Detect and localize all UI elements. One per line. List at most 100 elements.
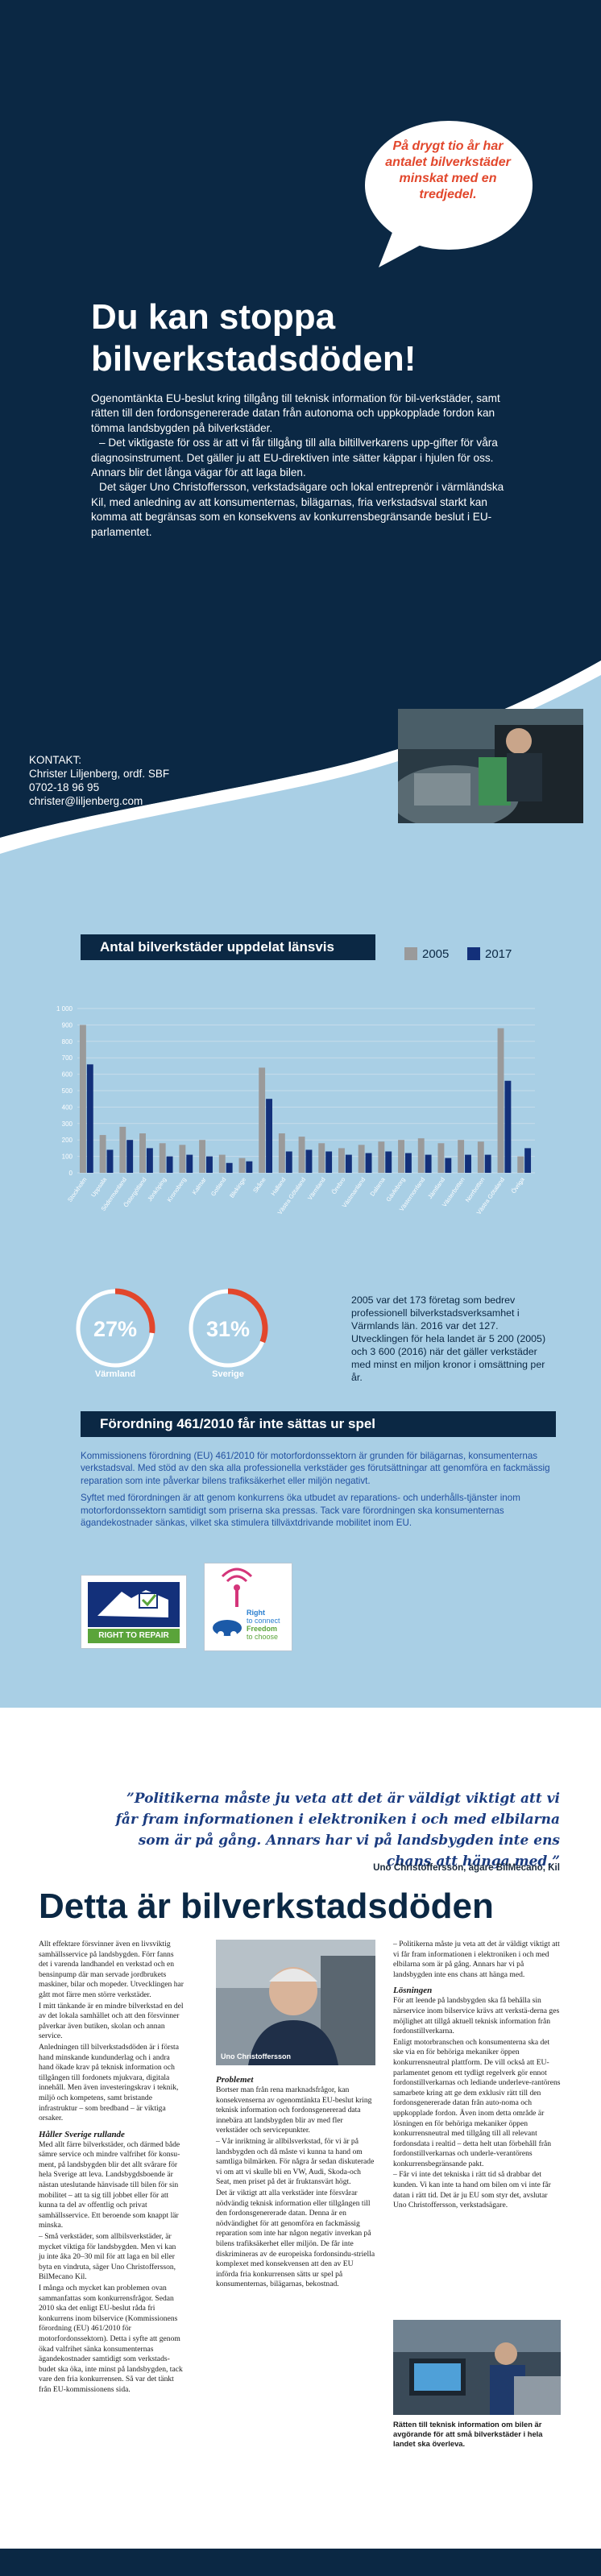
x-tick-label: Gotland xyxy=(209,1176,227,1198)
x-tick-label: Jönköping xyxy=(146,1176,168,1203)
uno-portrait-photo: Uno Christoffersson xyxy=(216,1940,375,2065)
bar-2017 xyxy=(146,1148,153,1173)
article-paragraph: – Små verkstäder, som allbilsverkstäder,… xyxy=(39,2232,176,2282)
y-tick-label: 100 xyxy=(62,1153,73,1161)
bar-2005 xyxy=(218,1154,226,1173)
chart-section-label: Antal bilverkstäder uppdelat länsvis xyxy=(81,934,375,960)
y-tick-label: 200 xyxy=(62,1137,73,1144)
bar-2005 xyxy=(458,1140,465,1173)
bar-2005 xyxy=(497,1028,504,1173)
x-tick-label: Jämtland xyxy=(426,1176,446,1200)
percent-label: Sverige xyxy=(212,1369,244,1379)
bubble-text: På drygt tio år har antalet bilverkstäde… xyxy=(385,139,511,201)
regulation-paragraph: Syftet med förordningen är att genom kon… xyxy=(81,1493,520,1529)
bar-2017 xyxy=(166,1156,173,1173)
x-tick-label: Kronoberg xyxy=(166,1176,188,1203)
x-tick-label: Gävleborg xyxy=(384,1176,406,1203)
legend-swatch xyxy=(404,947,417,960)
bar-2017 xyxy=(186,1154,193,1173)
bar-2005 xyxy=(179,1145,186,1173)
bar-2005 xyxy=(159,1143,166,1173)
stats-text: 2005 var det 173 företag som bedrev prof… xyxy=(351,1294,546,1383)
article-paragraph: – Vår inriktning är allbilsverkstad, för… xyxy=(216,2136,375,2187)
legend-label: 2005 xyxy=(422,947,449,961)
bar-2017 xyxy=(425,1154,432,1173)
bar-2017 xyxy=(206,1156,213,1173)
percent-label: Värmland xyxy=(95,1369,135,1379)
y-tick-label: 0 xyxy=(69,1170,73,1177)
bar-2017 xyxy=(305,1149,313,1173)
article-paragraph: I mitt tänkande är en mindre bilverkstad… xyxy=(39,2001,184,2041)
bar-2017 xyxy=(345,1154,352,1173)
x-tick-label: Blekinge xyxy=(228,1176,247,1199)
x-tick-label: Örebro xyxy=(330,1176,347,1195)
article-paragraph: Bortser man från rena marknadsfrågor, ka… xyxy=(216,2085,372,2135)
intro-paragraph: Det säger Uno Christoffersson, verkstads… xyxy=(91,481,504,538)
bar-2005 xyxy=(398,1140,404,1173)
bar-2005 xyxy=(259,1067,266,1173)
percent-arc xyxy=(114,1288,155,1334)
regulation-paragraph: Kommissionens förordning (EU) 461/2010 f… xyxy=(81,1451,550,1486)
legend-swatch xyxy=(467,947,480,960)
bar-2017 xyxy=(285,1151,292,1173)
x-tick-label: Kalmar xyxy=(191,1176,208,1196)
bar-2017 xyxy=(465,1154,471,1173)
bar-2005 xyxy=(99,1135,106,1173)
hero-intro: Ogenomtänkta EU-beslut kring tillgång ti… xyxy=(91,391,520,540)
y-tick-label: 600 xyxy=(62,1071,73,1079)
article-paragraph: I många och mycket kan problemen ovan sa… xyxy=(39,2284,183,2394)
bar-2017 xyxy=(266,1099,273,1173)
article-column-1: Allt effektare försvinner även en livsvi… xyxy=(39,1940,184,2396)
hero-section: På drygt tio år har antalet bilverkstäde… xyxy=(0,0,601,854)
bar-2005 xyxy=(417,1138,425,1173)
bar-2005 xyxy=(298,1137,305,1173)
bar-2005 xyxy=(278,1133,285,1173)
bar-2005 xyxy=(238,1158,246,1173)
bar-2017 xyxy=(524,1148,532,1173)
logo-freedom: Freedom xyxy=(247,1625,278,1633)
pull-quote: ”Politikerna måste ju veta att det är vä… xyxy=(115,1791,560,1870)
bar-2005 xyxy=(517,1156,524,1173)
bar-2017 xyxy=(504,1080,512,1173)
y-tick-label: 700 xyxy=(62,1054,73,1062)
y-tick-label: 500 xyxy=(62,1087,73,1095)
contact-email[interactable]: christer@liljenberg.com xyxy=(29,795,143,807)
bar-2005 xyxy=(318,1143,325,1173)
percent-value: 27% xyxy=(93,1317,137,1341)
percent-value: 31% xyxy=(206,1317,250,1341)
bar-2005 xyxy=(119,1126,126,1173)
bar-2017 xyxy=(484,1154,491,1173)
bar-2005 xyxy=(139,1133,146,1173)
intro-paragraph: Ogenomtänkta EU-beslut kring tillgång ti… xyxy=(91,392,500,434)
y-tick-label: 1 000 xyxy=(56,1005,73,1013)
contact-name: Christer Liljenberg, ordf. SBF xyxy=(29,768,170,780)
article-paragraph: – Politikerna måste ju veta att det är v… xyxy=(393,1940,560,1979)
article-paragraph: För att leende på landsbygden ska få beh… xyxy=(393,1996,560,2036)
article-column-2: Problemet Bortser man från rena marknads… xyxy=(216,2074,375,2291)
bar-2017 xyxy=(126,1140,134,1173)
article-paragraph: Det är viktigt att alla verkstäder inte … xyxy=(216,2188,375,2289)
right-to-repair-logo: RIGHT TO REPAIR xyxy=(81,1575,187,1649)
bar-2017 xyxy=(445,1158,452,1173)
contact-block: KONTAKT: Christer Liljenberg, ordf. SBF … xyxy=(29,753,169,808)
x-tick-label: Skåne xyxy=(251,1176,267,1195)
bar-2005 xyxy=(358,1145,365,1173)
legend-label: 2017 xyxy=(485,947,512,961)
bar-2017 xyxy=(226,1162,233,1173)
x-tick-label: Dalarna xyxy=(368,1175,387,1197)
logo-to-choose: to choose xyxy=(247,1633,279,1641)
y-tick-label: 800 xyxy=(62,1038,73,1046)
bar-2005 xyxy=(199,1140,206,1173)
statistics-section: Antal bilverkstäder uppdelat länsvis 0 10… xyxy=(0,854,601,1708)
hero-title: Du kan stoppa bilverkstadsdöden! xyxy=(91,297,417,379)
right-to-connect-logo: Right to connect Freedom to choose xyxy=(204,1563,292,1651)
bar-2005 xyxy=(79,1025,86,1173)
quote-attribution: Uno Christoffersson, ägare BilMecano, Ki… xyxy=(373,1862,560,1873)
x-tick-label: Stockholm xyxy=(66,1176,88,1203)
contact-phone: 0702-18 96 95 xyxy=(29,781,100,793)
article-title: Detta är bilverkstadsdöden xyxy=(39,1886,494,1926)
y-tick-label: 900 xyxy=(62,1021,73,1029)
photo2-caption: Rätten till teknisk information om bilen… xyxy=(393,2420,543,2448)
bar-chart: 0 100 200 300 400 500 600 700 800 900 1 000 Stockho… xyxy=(56,947,535,1379)
mechanic-computer-photo xyxy=(393,2320,561,2415)
